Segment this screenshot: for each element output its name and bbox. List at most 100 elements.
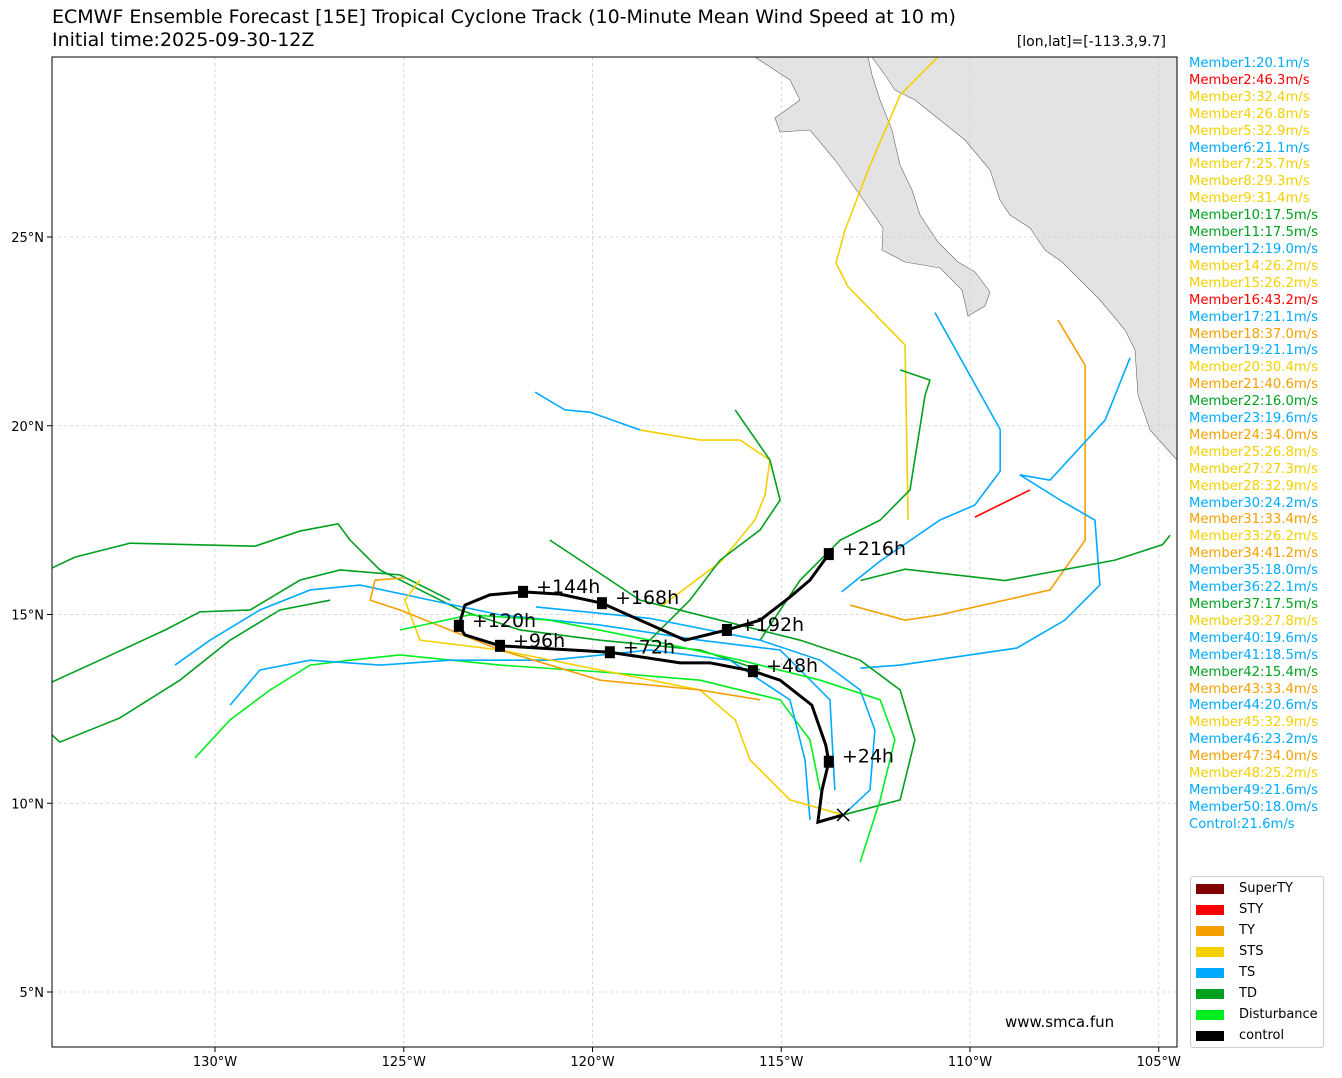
land-mainland-mexico [871, 57, 1177, 461]
y-tick-label: 25°N [11, 231, 44, 246]
member-intensity-item: Member50:18.0m/s [1189, 799, 1318, 815]
legend-item-sts: STS [1196, 941, 1263, 962]
member-track-ts [534, 391, 641, 431]
member-track-disturbance [194, 654, 821, 791]
x-tick-label: 105°W [1137, 1055, 1181, 1070]
member-intensity-item: Member42:15.4m/s [1189, 664, 1318, 680]
control-time-label: +120h [472, 610, 536, 632]
member-intensity-item: Member25:26.8m/s [1189, 444, 1318, 460]
chart-title: ECMWF Ensemble Forecast [15E] Tropical C… [52, 6, 956, 28]
member-intensity-item: Member21:40.6m/s [1189, 377, 1318, 393]
member-track-td [52, 523, 761, 671]
y-tick-label: 10°N [11, 797, 44, 812]
member-intensity-item: Member7:25.7m/s [1189, 157, 1310, 173]
member-track-td [759, 369, 931, 641]
member-intensity-item: Member45:32.9m/s [1189, 715, 1318, 731]
member-intensity-list: Member1:20.1m/s Member2:46.3m/s Member3:32… [1189, 56, 1318, 834]
member-intensity-item: Member35:18.0m/s [1189, 563, 1318, 579]
member-track-td [649, 409, 781, 641]
legend-item-superty: SuperTY [1196, 878, 1293, 899]
member-intensity-item: Member31:33.4m/s [1189, 512, 1318, 528]
member-intensity-item: Member19:21.1m/s [1189, 343, 1318, 359]
legend-item-ty: TY [1196, 920, 1255, 941]
member-intensity-item: Member4:26.8m/s [1189, 106, 1310, 122]
control-time-marker [596, 597, 607, 610]
control-time-label: +96h [513, 630, 565, 652]
member-intensity-item: Member17:21.1m/s [1189, 309, 1318, 325]
legend-item-ts: TS [1196, 962, 1255, 983]
control-time-marker [721, 623, 732, 636]
control-time-marker [453, 619, 464, 632]
control-time-marker [823, 548, 834, 561]
member-track-td [52, 599, 331, 744]
member-intensity-item: Member2:46.3m/s [1189, 72, 1310, 88]
x-tick-label: 110°W [948, 1055, 992, 1070]
legend-label: SuperTY [1239, 881, 1293, 896]
watermark: www.smca.fun [1005, 1013, 1115, 1031]
member-intensity-item: Member5:32.9m/s [1189, 123, 1310, 139]
x-tick-label: 130°W [193, 1055, 237, 1070]
member-intensity-item: Member6:21.1m/s [1189, 140, 1310, 156]
member-intensity-item: Member24:34.0m/s [1189, 427, 1318, 443]
control-time-marker [518, 585, 529, 598]
member-track-ty [849, 319, 1086, 621]
x-tick-label: 120°W [570, 1055, 614, 1070]
member-intensity-item: Member10:17.5m/s [1189, 208, 1318, 224]
member-track-td [549, 539, 916, 816]
member-track-sts [835, 57, 939, 521]
member-intensity-item: Member37:17.5m/s [1189, 597, 1318, 612]
member-intensity-item: Member30:24.2m/s [1189, 495, 1318, 511]
member-intensity-item: Member23:19.6m/s [1189, 411, 1318, 427]
y-tick-label: 15°N [11, 609, 44, 624]
member-track-td [860, 534, 1171, 582]
member-intensity-item: Member12:19.0m/s [1189, 241, 1318, 257]
y-tick-label: 20°N [11, 420, 44, 435]
control-time-label: +24h [842, 746, 894, 768]
legend-label: TD [1239, 986, 1257, 1001]
member-intensity-item: Member48:25.2m/s [1189, 766, 1318, 782]
legend-swatch [1196, 988, 1224, 999]
member-intensity-item: Member43:33.4m/s [1189, 681, 1318, 697]
member-intensity-item: Member9:31.4m/s [1189, 191, 1310, 207]
member-intensity-item: Member47:34.0m/s [1189, 749, 1318, 765]
member-intensity-item: Control:21.6m/s [1189, 816, 1295, 832]
member-track-ts [229, 649, 811, 820]
legend-item-td: TD [1196, 983, 1257, 1004]
legend-swatch [1196, 946, 1224, 957]
initial-position-x-marker [836, 808, 850, 822]
legend-label: TY [1239, 923, 1255, 938]
member-track-ts [535, 606, 876, 816]
member-intensity-item: Member14:26.2m/s [1189, 258, 1318, 274]
legend-swatch [1196, 1030, 1224, 1041]
land-baja-california [754, 57, 991, 317]
member-intensity-item: Member15:26.2m/s [1189, 275, 1318, 291]
legend-label: control [1239, 1028, 1285, 1043]
member-intensity-item: Member16:43.2m/s [1189, 292, 1318, 308]
member-intensity-item: Member18:37.0m/s [1189, 326, 1318, 342]
legend-label: Disturbance [1239, 1007, 1318, 1022]
member-intensity-item: Member49:21.6m/s [1189, 782, 1318, 798]
member-track-sty [974, 489, 1031, 518]
member-intensity-item: Member34:41.2m/s [1189, 546, 1318, 562]
control-time-marker [747, 665, 758, 678]
control-time-label: +192h [740, 614, 804, 636]
control-time-marker [604, 646, 615, 659]
legend-label: TS [1239, 965, 1256, 980]
legend-swatch [1196, 883, 1224, 894]
member-intensity-item: Member46:23.2m/s [1189, 732, 1318, 748]
member-track-sts [403, 579, 844, 816]
member-track-disturbance [399, 614, 896, 863]
member-intensity-item: Member1:20.1m/s [1189, 56, 1310, 71]
member-track-ts [841, 312, 1002, 593]
control-time-label: +72h [623, 636, 675, 658]
control-time-marker [495, 639, 506, 652]
member-intensity-item: Member20:30.4m/s [1189, 360, 1318, 376]
control-time-marker [823, 755, 834, 768]
legend-swatch [1196, 925, 1224, 936]
member-intensity-item: Member36:22.1m/s [1189, 580, 1318, 596]
control-time-label: +48h [766, 655, 818, 677]
member-intensity-item: Member44:20.6m/s [1189, 698, 1318, 714]
member-intensity-item: Member33:26.2m/s [1189, 529, 1318, 545]
